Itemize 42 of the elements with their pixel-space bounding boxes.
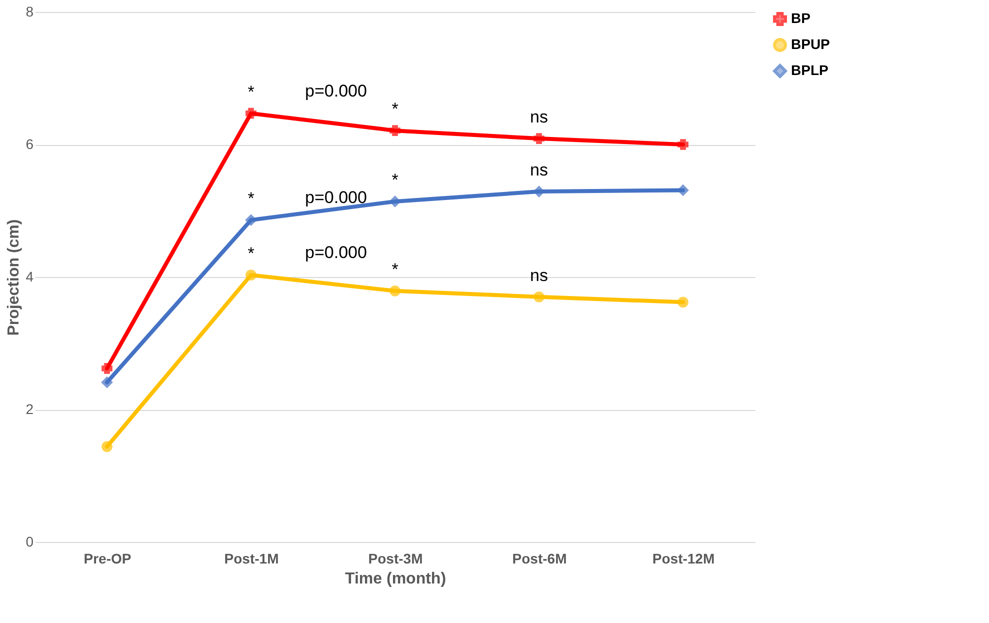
- annotation: *: [392, 100, 399, 119]
- y-tick-label: 4: [26, 268, 34, 284]
- x-tick-label: Post-1M: [224, 550, 279, 566]
- annotation: p=0.000: [305, 188, 367, 208]
- point: [246, 214, 256, 226]
- annotation: ns: [530, 108, 548, 127]
- y-tick-label: 2: [26, 401, 34, 417]
- annotation: ns: [530, 160, 548, 180]
- x-tick-label: Post-12M: [652, 550, 715, 566]
- x-tick-label: Pre-OP: [84, 550, 132, 566]
- y-tick-label: 0: [26, 534, 34, 550]
- legend-label: BP: [791, 10, 810, 26]
- legend-label: BPUP: [791, 36, 830, 52]
- point: [678, 139, 688, 150]
- y-axis-title: Projection (cm): [6, 219, 23, 336]
- x-tick-label: Post-3M: [368, 550, 423, 566]
- point: [102, 362, 112, 374]
- x-axis-title: Time (month): [344, 570, 446, 588]
- point: [678, 184, 688, 196]
- point: [246, 270, 256, 280]
- y-tick-label: 6: [26, 136, 34, 152]
- point: [534, 186, 544, 197]
- annotation: ns: [530, 266, 548, 285]
- point: [678, 296, 688, 308]
- annotation: *: [392, 170, 399, 190]
- x-tick-label: Post-6M: [512, 550, 567, 566]
- annotation: *: [248, 244, 255, 264]
- point: [534, 291, 544, 302]
- point: [390, 125, 400, 136]
- point: [102, 376, 112, 388]
- point: [534, 133, 544, 144]
- legend-label: BPLP: [791, 62, 828, 78]
- annotation: p=0.000: [305, 81, 367, 100]
- point: [102, 441, 112, 452]
- y-tick-label: 8: [26, 4, 34, 20]
- annotation: *: [248, 189, 255, 208]
- annotation: p=0.000: [305, 243, 367, 262]
- point: [246, 108, 256, 119]
- point: [390, 285, 400, 296]
- point: [390, 196, 400, 207]
- annotation: *: [248, 82, 255, 102]
- annotation: *: [392, 260, 399, 279]
